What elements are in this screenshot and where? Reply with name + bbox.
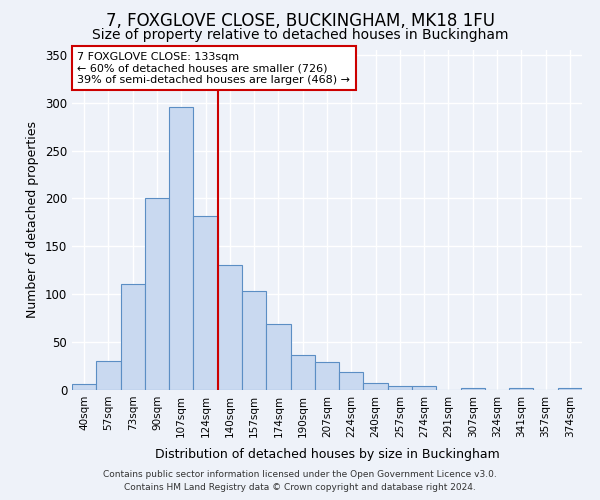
Bar [72, 384, 96, 390]
Bar [290, 354, 315, 390]
Bar [461, 388, 485, 390]
Bar [96, 362, 121, 390]
Bar [242, 292, 266, 390]
Bar [388, 386, 412, 390]
Bar [509, 388, 533, 390]
Bar [364, 384, 388, 390]
Text: Contains HM Land Registry data © Crown copyright and database right 2024.: Contains HM Land Registry data © Crown c… [124, 484, 476, 492]
Text: 7 FOXGLOVE CLOSE: 133sqm
← 60% of detached houses are smaller (726)
39% of semi-: 7 FOXGLOVE CLOSE: 133sqm ← 60% of detach… [77, 52, 350, 85]
Bar [315, 362, 339, 390]
Bar [145, 198, 169, 390]
Bar [266, 324, 290, 390]
Bar [558, 388, 582, 390]
Y-axis label: Number of detached properties: Number of detached properties [26, 122, 40, 318]
Bar [121, 284, 145, 390]
Text: Contains public sector information licensed under the Open Government Licence v3: Contains public sector information licen… [103, 470, 497, 479]
X-axis label: Distribution of detached houses by size in Buckingham: Distribution of detached houses by size … [155, 448, 499, 461]
Bar [169, 108, 193, 390]
Text: Size of property relative to detached houses in Buckingham: Size of property relative to detached ho… [92, 28, 508, 42]
Bar [339, 372, 364, 390]
Bar [412, 386, 436, 390]
Text: 7, FOXGLOVE CLOSE, BUCKINGHAM, MK18 1FU: 7, FOXGLOVE CLOSE, BUCKINGHAM, MK18 1FU [106, 12, 494, 30]
Bar [193, 216, 218, 390]
Bar [218, 264, 242, 390]
